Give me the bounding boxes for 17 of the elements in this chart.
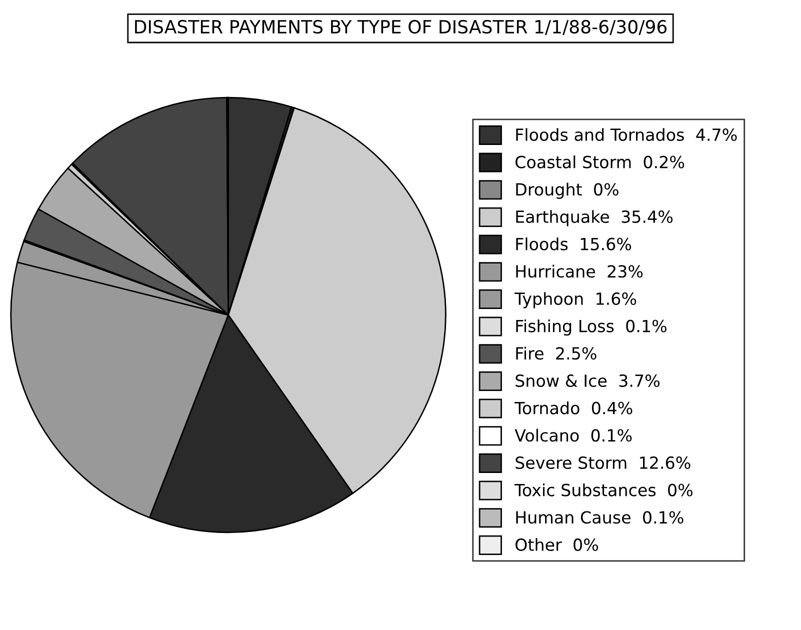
- legend-label: Drought 0%: [516, 182, 618, 199]
- legend-label: Floods 15.6%: [516, 237, 632, 250]
- chart-title: DISASTER PAYMENTS BY TYPE OF DISASTER 1/1/88-6/30/96: [135, 20, 667, 36]
- legend-label: Other 0%: [516, 538, 598, 552]
- legend-label: Toxic Substances 0%: [514, 483, 692, 496]
- legend-label: Earthquake 35.4%: [516, 210, 673, 226]
- legend-label: Tornado 0.4%: [514, 401, 632, 414]
- legend-label: Floods and Tornados 4.7%: [516, 128, 737, 142]
- legend-label: Severe Storm 12.6%: [516, 456, 690, 470]
- legend-label: Fire 2.5%: [516, 346, 596, 360]
- legend-label: Coastal Storm 0.2%: [516, 155, 684, 168]
- legend-label: Fishing Loss 0.1%: [516, 319, 666, 336]
- legend-label: Hurricane 23%: [516, 264, 643, 278]
- legend-label: Snow & Ice 3.7%: [516, 374, 660, 388]
- legend-label: Typhoon 1.6%: [514, 292, 636, 308]
- legend-label: Human Cause 0.1%: [516, 511, 684, 524]
- legend-label: Volcano 0.1%: [514, 428, 632, 442]
